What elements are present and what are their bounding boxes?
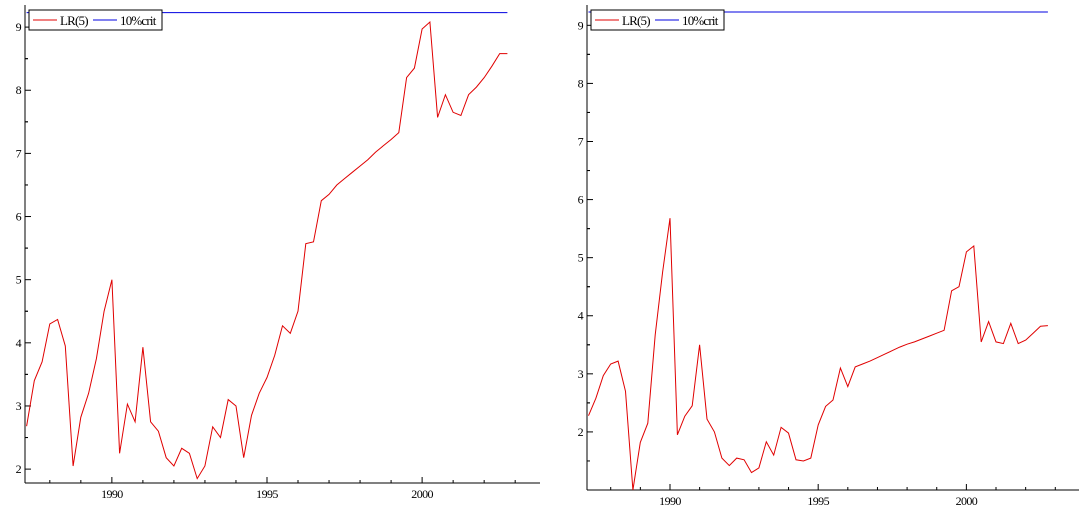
- y-tick-label: 6: [16, 210, 22, 224]
- x-tick-label: 1995: [807, 494, 829, 508]
- legend-label: LR(5): [60, 13, 88, 28]
- y-tick-label: 7: [578, 134, 584, 148]
- y-tick-label: 7: [16, 146, 22, 160]
- chart-left: 2 3 4 5 6 7 8 9 1990 1995 2000 LR(5) 10%crit: [16, 5, 540, 501]
- x-tick-label: 2000: [956, 494, 978, 508]
- y-tick-label: 5: [578, 251, 584, 265]
- x-tick-label: 2000: [411, 487, 433, 501]
- y-tick-label: 4: [578, 309, 584, 323]
- y-tick-label: 9: [16, 20, 22, 34]
- chart-right: 2 3 4 5 6 7 8 9 1990 1995 2000 LR(5) 10%crit: [578, 5, 1079, 508]
- series-line-lr-5-: [26, 20, 508, 480]
- legend-label: 10%crit: [120, 13, 157, 28]
- y-tick-label: 5: [16, 273, 22, 287]
- y-tick-label: 2: [578, 425, 584, 439]
- y-tick-label: 2: [16, 462, 22, 476]
- y-tick-label: 3: [578, 367, 584, 381]
- y-tick-label: 8: [16, 83, 22, 97]
- x-tick-label: 1995: [256, 487, 278, 501]
- y-tick-label: 8: [578, 76, 584, 90]
- y-tick-label: 3: [16, 399, 22, 413]
- y-tick-label: 9: [578, 18, 584, 32]
- series-line-lr-5-: [588, 218, 1048, 491]
- x-tick-label: 1990: [659, 494, 681, 508]
- legend-label: 10%crit: [682, 13, 719, 28]
- legend-label: LR(5): [622, 13, 650, 28]
- x-tick-label: 1990: [101, 487, 123, 501]
- y-tick-label: 6: [578, 193, 584, 207]
- y-tick-label: 4: [16, 336, 22, 350]
